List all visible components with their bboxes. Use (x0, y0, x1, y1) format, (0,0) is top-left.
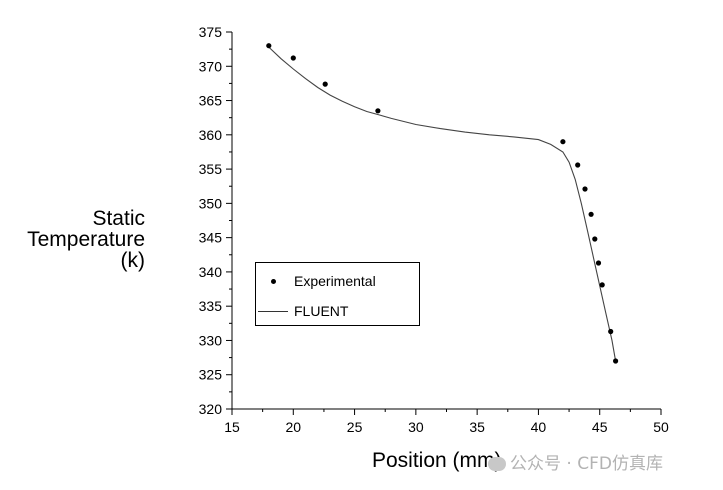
x-axis-label: Position (mm) (372, 449, 502, 472)
experimental-point (599, 282, 605, 288)
watermark-text: 公众号 · CFD仿真库 (510, 454, 663, 474)
y-tick-label: 335 (199, 298, 223, 314)
x-tick-label: 15 (224, 419, 240, 435)
y-tick-label: 365 (199, 93, 223, 109)
legend-marker-dot (271, 278, 276, 284)
experimental-series (266, 43, 619, 364)
watermark: 公众号 · CFD仿真库 (488, 449, 663, 474)
legend: Experimental FLUENT (255, 262, 420, 326)
experimental-point (290, 55, 296, 61)
x-tick-label: 50 (653, 419, 669, 435)
x-tick-label: 40 (531, 419, 547, 435)
x-tick-label: 45 (592, 419, 608, 435)
y-tick-label: 355 (199, 161, 223, 177)
legend-marker-line (258, 310, 288, 312)
experimental-point (375, 108, 381, 114)
experimental-point (613, 358, 619, 364)
axes (231, 32, 661, 410)
fluent-series (268, 46, 617, 362)
legend-label-experimental: Experimental (294, 273, 376, 289)
y-tick-label: 325 (199, 367, 223, 383)
wechat-logo-icon (488, 457, 506, 471)
ticks: 320 325 330 335 340 345 350 355 360 365 370 375 15 20… (199, 24, 669, 435)
x-tick-label: 25 (347, 419, 363, 435)
experimental-point (560, 139, 566, 145)
experimental-point (595, 260, 602, 266)
y-tick-label: 330 (199, 332, 223, 348)
x-tick-label: 35 (469, 419, 485, 435)
y-tick-label: 375 (199, 24, 223, 40)
experimental-point (266, 43, 272, 49)
x-tick-label: 30 (408, 419, 424, 435)
y-tick-label: 320 (199, 401, 223, 417)
fluent-line (268, 46, 617, 362)
y-tick-label: 370 (199, 58, 223, 74)
experimental-point (608, 328, 614, 335)
legend-label-fluent: FLUENT (294, 303, 349, 319)
y-axis-label-line-3: (k) (120, 249, 146, 272)
y-axis-label-line-2: Temperature (27, 228, 145, 251)
y-axis-label: Static Temperature (k) (0, 208, 145, 271)
y-tick-label: 345 (199, 230, 223, 246)
x-tick-label: 20 (285, 419, 301, 435)
y-tick-label: 340 (199, 264, 223, 280)
y-tick-label: 360 (199, 127, 223, 143)
experimental-point (322, 81, 328, 87)
y-axis-label-line-1: Static (92, 207, 145, 230)
legend-item-fluent: FLUENT (256, 301, 348, 321)
experimental-point (575, 162, 581, 168)
experimental-point (592, 236, 598, 242)
experimental-point (582, 186, 588, 192)
y-tick-label: 350 (199, 195, 223, 211)
legend-item-experimental: Experimental (256, 271, 376, 291)
experimental-point (588, 211, 594, 217)
